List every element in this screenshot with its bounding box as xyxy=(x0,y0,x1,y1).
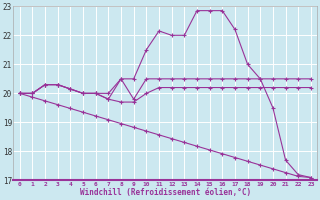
X-axis label: Windchill (Refroidissement éolien,°C): Windchill (Refroidissement éolien,°C) xyxy=(80,188,251,197)
